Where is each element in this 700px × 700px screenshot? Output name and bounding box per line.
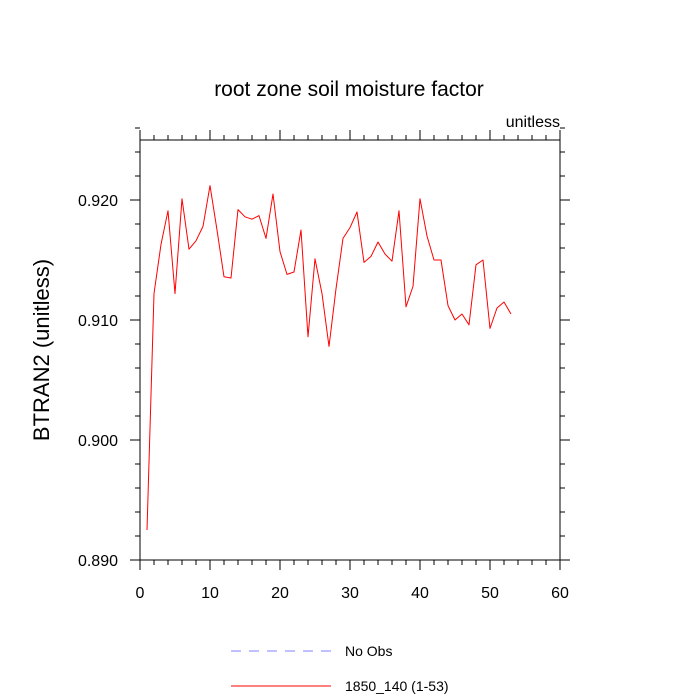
x-tick-label: 20 bbox=[271, 585, 289, 602]
y-tick-label: 0.920 bbox=[78, 193, 118, 210]
axis-tick-labels: 0 10 20 30 40 50 60 0.890 0.900 0.910 0.920 bbox=[78, 193, 569, 602]
axis-ticks bbox=[130, 127, 570, 570]
legend-label: 1850_140 (1-53) bbox=[345, 678, 449, 694]
plot-frame bbox=[139, 139, 561, 561]
x-tick-label: 40 bbox=[411, 585, 429, 602]
series-line bbox=[146, 185, 512, 531]
y-tick-label: 0.910 bbox=[78, 313, 118, 330]
legend-label: No Obs bbox=[345, 643, 392, 659]
y-tick-label: 0.890 bbox=[78, 553, 118, 570]
data-series bbox=[146, 185, 512, 531]
y-axis-label: BTRAN2 (unitless) bbox=[29, 259, 54, 441]
x-tick-label: 60 bbox=[551, 585, 569, 602]
x-tick-label: 0 bbox=[136, 585, 145, 602]
x-tick-label: 10 bbox=[201, 585, 219, 602]
chart-title: root zone soil moisture factor bbox=[214, 78, 484, 101]
x-tick-label: 30 bbox=[341, 585, 359, 602]
units-label: unitless bbox=[506, 114, 560, 131]
legend: No Obs 1850_140 (1-53) bbox=[231, 643, 449, 694]
x-tick-label: 50 bbox=[481, 585, 499, 602]
y-tick-label: 0.900 bbox=[78, 433, 118, 450]
